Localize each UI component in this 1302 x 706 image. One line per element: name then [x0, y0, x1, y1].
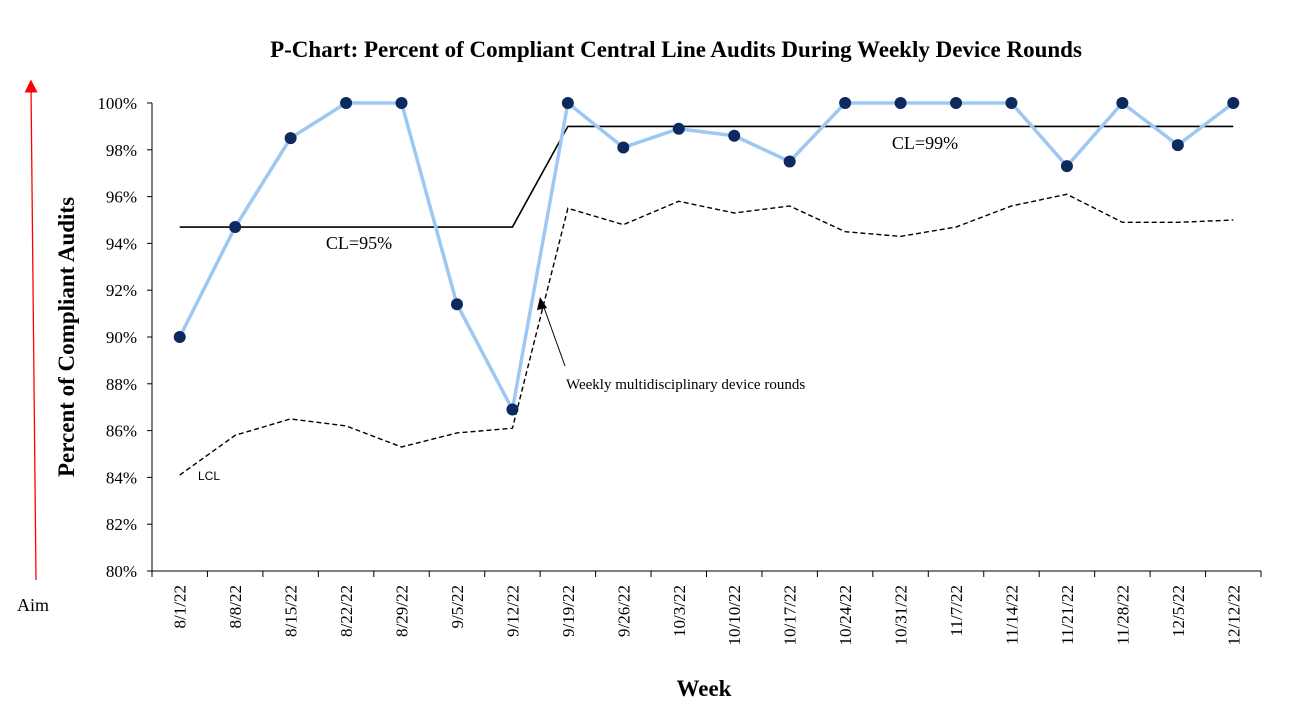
data-markers: [173, 97, 1240, 416]
y-axis-label: Percent of Compliant Audits: [54, 197, 79, 477]
data-point: [894, 97, 907, 109]
data-point: [1060, 160, 1073, 173]
x-tick-label: 9/19/22: [559, 585, 578, 637]
data-point: [450, 298, 463, 311]
x-tick-label: 8/8/22: [226, 585, 245, 628]
data-point: [839, 97, 852, 109]
x-tick-label: 8/29/22: [393, 585, 412, 637]
y-tick-label: 94%: [106, 234, 137, 253]
x-tick-label: 12/12/22: [1224, 585, 1243, 645]
data-point: [1005, 97, 1018, 109]
x-tick-label: 10/24/22: [836, 585, 855, 645]
x-tick-label: 10/3/22: [670, 585, 689, 637]
data-point: [284, 132, 297, 145]
lcl-line: [179, 193, 1234, 476]
x-tick-label: 11/28/22: [1113, 585, 1132, 645]
center-line: [179, 125, 1234, 228]
data-point: [783, 155, 796, 168]
y-tick-label: 92%: [106, 281, 137, 300]
cl-after-label: CL=99%: [892, 133, 958, 153]
x-tick-label: 9/12/22: [503, 585, 522, 637]
intervention-pointer: [541, 301, 566, 367]
data-point: [340, 97, 353, 109]
y-tick-label: 96%: [106, 188, 137, 207]
y-tick-label: 98%: [106, 141, 137, 160]
x-tick-label: 8/1/22: [171, 585, 190, 628]
x-axis-label: Week: [677, 676, 732, 701]
data-point: [617, 141, 630, 154]
aim-label: Aim: [17, 595, 49, 615]
x-tick-label: 8/22/22: [337, 585, 356, 637]
data-point: [173, 331, 186, 343]
intervention-label: Weekly multidisciplinary device rounds: [566, 377, 805, 393]
lcl-label: LCL: [198, 469, 220, 483]
x-tick-label: 8/15/22: [282, 585, 301, 637]
y-tick-label: 90%: [106, 328, 137, 347]
cl-before-label: CL=95%: [326, 233, 392, 253]
x-tick-label: 9/5/22: [448, 585, 467, 628]
chart-title: P-Chart: Percent of Compliant Central Li…: [270, 37, 1082, 62]
axes: [151, 103, 1261, 572]
data-point: [229, 221, 242, 234]
data-point: [1171, 139, 1184, 152]
data-point: [950, 97, 963, 109]
x-tick-label: 10/10/22: [725, 585, 744, 645]
data-point: [1227, 97, 1240, 109]
x-tick-label: 10/17/22: [781, 585, 800, 645]
compliance-line: [178, 101, 1235, 412]
y-tick-label: 86%: [106, 422, 137, 441]
y-tick-label: 80%: [106, 562, 137, 581]
data-point: [672, 122, 685, 135]
y-ticks: 80% 82% 84% 86% 88% 90% 92% 94% 96% 98% 100%: [97, 94, 152, 581]
y-tick-label: 88%: [106, 375, 137, 394]
x-tick-label: 11/7/22: [947, 585, 966, 636]
x-ticks: 8/1/22 8/8/22 8/15/22 8/22/22 8/29/22 9/5/22 9…: [151, 571, 1262, 645]
x-tick-label: 11/21/22: [1058, 585, 1077, 645]
x-tick-label: 9/26/22: [614, 585, 633, 637]
x-tick-label: 12/5/22: [1169, 585, 1188, 637]
x-tick-label: 10/31/22: [892, 585, 911, 645]
data-point: [1116, 97, 1129, 109]
data-point: [561, 97, 574, 109]
y-tick-label: 84%: [106, 468, 137, 487]
y-tick-label: 82%: [106, 515, 137, 534]
aim-arrow: [24, 79, 38, 581]
data-point: [728, 129, 741, 142]
intervention-arrowhead: [537, 297, 547, 310]
x-tick-label: 11/14/22: [1002, 585, 1021, 645]
data-point: [395, 97, 408, 109]
y-tick-label: 100%: [97, 94, 137, 113]
data-point: [506, 403, 519, 416]
